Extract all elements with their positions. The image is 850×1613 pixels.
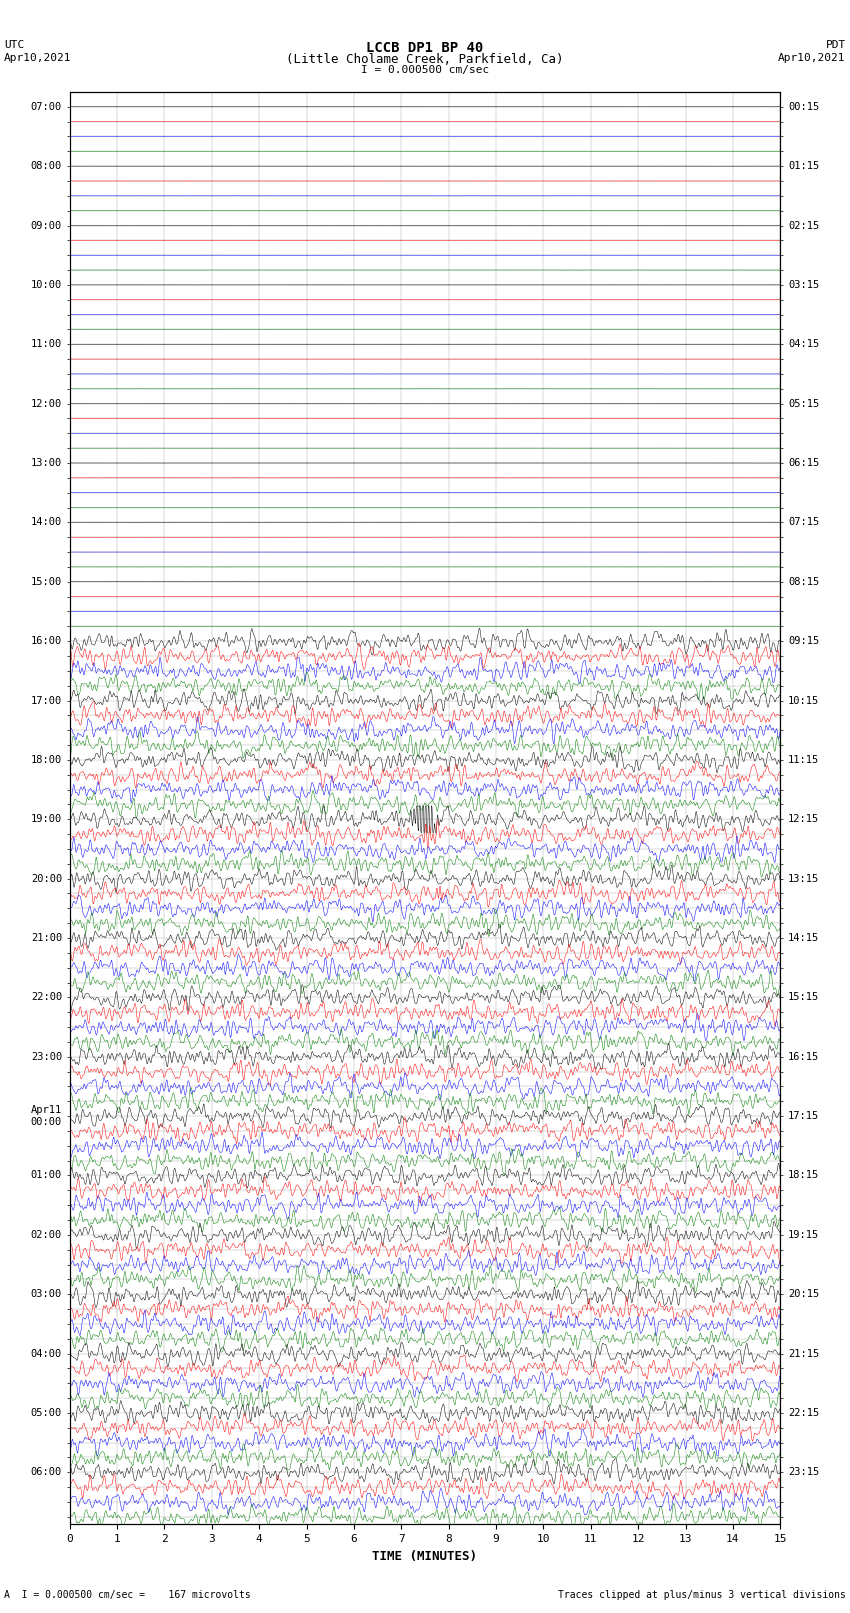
Text: LCCB DP1 BP 40: LCCB DP1 BP 40 — [366, 40, 484, 55]
Text: Traces clipped at plus/minus 3 vertical divisions: Traces clipped at plus/minus 3 vertical … — [558, 1590, 846, 1600]
Text: (Little Cholame Creek, Parkfield, Ca): (Little Cholame Creek, Parkfield, Ca) — [286, 53, 564, 66]
Text: A  I = 0.000500 cm/sec =    167 microvolts: A I = 0.000500 cm/sec = 167 microvolts — [4, 1590, 251, 1600]
Text: UTC: UTC — [4, 40, 25, 50]
Text: Apr10,2021: Apr10,2021 — [4, 53, 71, 63]
Text: PDT: PDT — [825, 40, 846, 50]
X-axis label: TIME (MINUTES): TIME (MINUTES) — [372, 1550, 478, 1563]
Text: Apr10,2021: Apr10,2021 — [779, 53, 846, 63]
Text: I = 0.000500 cm/sec: I = 0.000500 cm/sec — [361, 65, 489, 76]
